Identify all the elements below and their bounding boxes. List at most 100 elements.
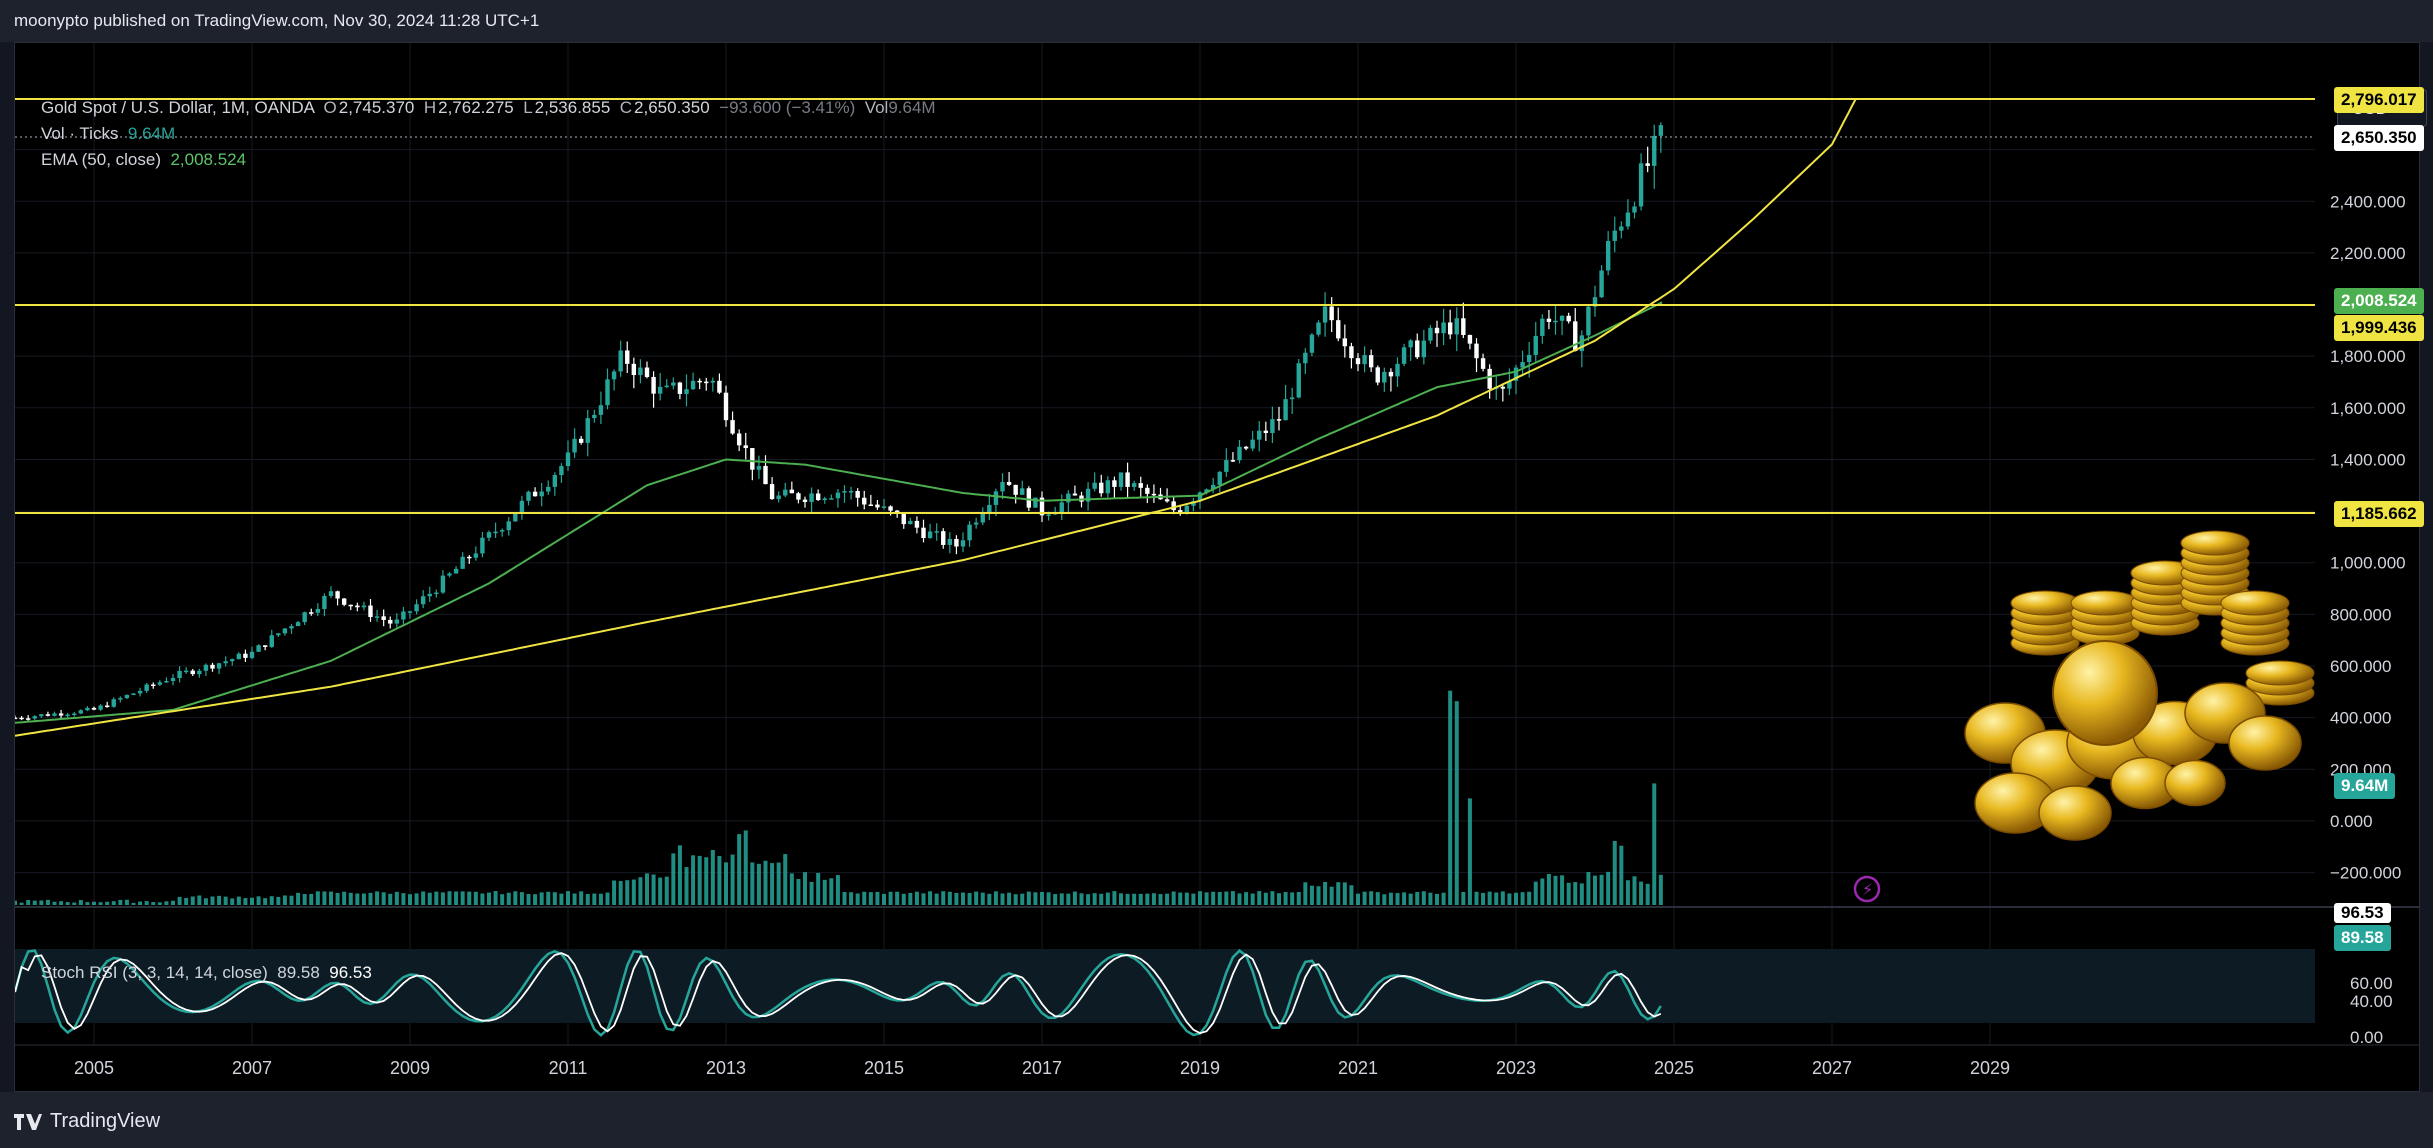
tradingview-logo[interactable]: TradingView (14, 1110, 160, 1133)
candle-body (677, 382, 683, 394)
candle-body (1276, 419, 1282, 421)
volume-bar (849, 892, 854, 905)
volume-bar (401, 893, 406, 905)
candle-body (309, 612, 314, 614)
candle-body (644, 367, 650, 377)
stoch-label[interactable]: Stoch RSI (3, 3, 14, 14, close) (41, 963, 268, 982)
candle-body (256, 645, 261, 652)
volume-bar (789, 873, 794, 905)
candle-body (572, 438, 577, 453)
candle-body (32, 716, 37, 719)
ohlc-volume: 9.64M (888, 98, 936, 117)
ohlc-open: 2,745.370 (338, 98, 415, 117)
candle-body (967, 524, 972, 541)
candle-body (901, 513, 906, 525)
candle-body (144, 684, 149, 691)
candle-body (1566, 315, 1571, 322)
candle-body (605, 379, 610, 406)
volume-bar (78, 900, 83, 905)
volume-bar (269, 896, 274, 905)
candle-body (868, 504, 874, 506)
volume-bar (822, 879, 827, 905)
volume-bar (993, 891, 998, 905)
candle-body (236, 653, 242, 660)
candle-body (519, 500, 525, 514)
stoch-d-value: 96.53 (329, 963, 372, 982)
candle-body (276, 633, 281, 636)
candle-body (1000, 481, 1005, 492)
candle-body (1006, 481, 1012, 485)
coin-stack-piece (2010, 590, 2080, 616)
volume-bar (197, 895, 202, 905)
volume-bar (1402, 892, 1407, 905)
stoch-d-line (15, 952, 1662, 1035)
volume-bar (1244, 892, 1249, 905)
candle-body (1112, 480, 1117, 487)
vol-ticks-label[interactable]: Vol · Ticks (41, 124, 119, 143)
candle-body (1066, 493, 1071, 503)
candle-body (980, 513, 985, 523)
volume-bar (1204, 892, 1209, 905)
candle-body (381, 616, 386, 620)
volume-bar (697, 855, 702, 905)
candle-body (1224, 460, 1229, 472)
candle-body (1362, 355, 1367, 365)
candle-body (585, 418, 590, 443)
candle-body (1388, 371, 1394, 377)
candle-body (124, 694, 130, 699)
candle-body (1342, 338, 1348, 347)
candle-body (131, 693, 136, 695)
candle-body (1020, 488, 1025, 495)
candle-body (763, 465, 768, 485)
candle-body (796, 493, 801, 500)
candle-body (1105, 480, 1111, 494)
candle-body (1059, 502, 1064, 513)
ema-value: 2,008.524 (170, 150, 247, 169)
candle-body (1520, 362, 1525, 368)
candle-body (1204, 489, 1209, 493)
top-bar: moonypto published on TradingView.com, N… (0, 0, 2433, 42)
symbol-title[interactable]: Gold Spot / U.S. Dollar, 1M, OANDA (41, 98, 315, 117)
volume-bar (1428, 892, 1433, 905)
candle-body (875, 504, 880, 508)
candle-body (690, 380, 696, 390)
candle-body (1145, 487, 1150, 494)
volume-bar (533, 894, 538, 905)
volume-bar (151, 902, 156, 905)
candle-body (328, 591, 334, 597)
candle-body (368, 605, 373, 618)
volume-bar (1500, 891, 1505, 905)
volume-bar (1625, 880, 1630, 905)
volume-bar (796, 878, 801, 905)
candle-body (1395, 363, 1400, 377)
candle-body (987, 504, 992, 514)
volume-bar (493, 891, 498, 905)
candle-body (1243, 446, 1249, 449)
candle-body (183, 670, 189, 673)
volume-bar (1645, 883, 1650, 905)
chart-container[interactable]: 2,400.000 2,200.000 1,800.000 1,600.000 1,40… (14, 42, 2427, 1092)
ema-label[interactable]: EMA (50, close) (41, 150, 161, 169)
time-tick: 2027 (1812, 1058, 1852, 1078)
volume-bar (625, 880, 630, 905)
volume-bar (480, 893, 485, 905)
volume-bar (1092, 893, 1097, 905)
volume-bar (1362, 891, 1367, 905)
candle-body (1605, 240, 1611, 271)
time-tick: 2025 (1654, 1058, 1694, 1078)
volume-bar (164, 901, 169, 905)
time-tick: 2009 (390, 1058, 430, 1078)
volume-bar (914, 891, 919, 905)
candle-body (230, 659, 235, 662)
ema-line (15, 301, 1663, 724)
volume-bar (460, 891, 465, 905)
volume-bar (974, 891, 979, 905)
chart-svg[interactable]: 2,400.000 2,200.000 1,800.000 1,600.000 1,40… (15, 43, 2419, 1091)
volume-bar (388, 893, 393, 905)
volume-bar (1099, 893, 1104, 905)
volume-bar (743, 830, 748, 905)
candle-body (704, 381, 709, 384)
candle-body (1263, 430, 1269, 434)
volume-bar (1533, 881, 1538, 905)
volume-bar (605, 892, 610, 905)
